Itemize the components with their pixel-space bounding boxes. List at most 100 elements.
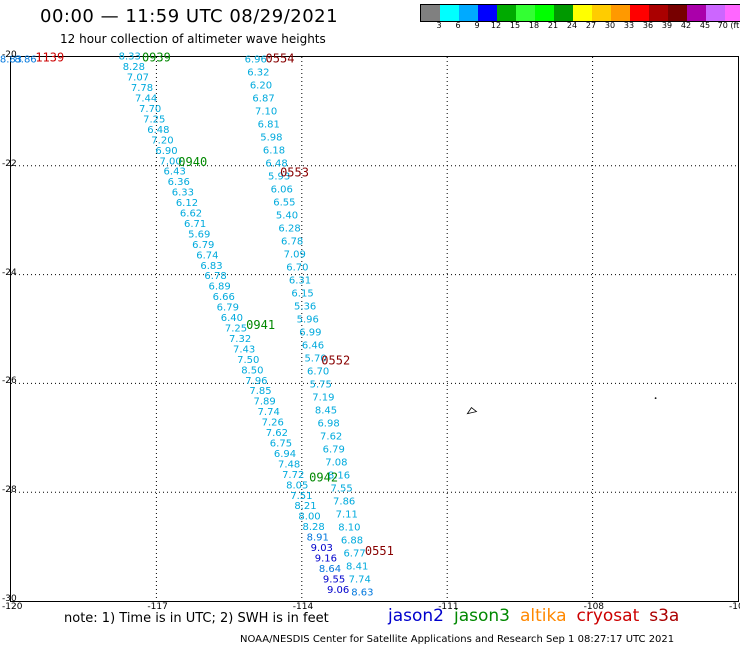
satellite-legend: jason2 jason3 altika cryosat s3a bbox=[388, 606, 689, 626]
y-tick-label: -28 bbox=[2, 485, 17, 496]
color-scale-label: 27 bbox=[585, 21, 597, 30]
swh-value: 6.18 bbox=[263, 145, 285, 156]
swh-value: 5.36 bbox=[294, 301, 316, 312]
swh-value: 5.40 bbox=[276, 210, 298, 221]
swh-value: 8.33 bbox=[119, 52, 141, 63]
y-tick-label: -20 bbox=[2, 50, 17, 60]
pass-time-label: 1139 bbox=[35, 50, 64, 64]
color-scale-label: 9 bbox=[474, 21, 480, 30]
swh-value: 6.78 bbox=[204, 271, 226, 282]
swh-value: 7.32 bbox=[229, 334, 251, 345]
swh-value: 7.72 bbox=[282, 470, 304, 481]
x-tick-label: -120 bbox=[2, 602, 23, 612]
color-swatch bbox=[516, 5, 535, 21]
swh-value: 7.74 bbox=[349, 575, 371, 586]
swh-value: 7.26 bbox=[262, 418, 284, 429]
swh-value: 7.70 bbox=[139, 104, 161, 115]
island-dot bbox=[654, 397, 657, 399]
swh-value: 7.10 bbox=[255, 106, 277, 117]
legend-jason2: jason2 bbox=[388, 606, 444, 626]
swh-value: 8.83 bbox=[0, 54, 22, 65]
y-tick-label: -30 bbox=[2, 594, 17, 604]
swh-value: 7.96 bbox=[245, 376, 267, 387]
swh-value: 8.21 bbox=[294, 501, 316, 512]
swh-value: 5.98 bbox=[260, 132, 282, 143]
swh-value: 6.36 bbox=[168, 177, 190, 188]
swh-value: 7.74 bbox=[258, 407, 280, 418]
pass-time-label: 0552 bbox=[321, 353, 350, 367]
swh-value: 9.03 bbox=[311, 543, 333, 554]
pass-time-label: 0942 bbox=[309, 470, 338, 484]
swh-value: 8.05 bbox=[286, 480, 308, 491]
pass-time-label: 0553 bbox=[280, 166, 309, 180]
swh-value: 6.55 bbox=[273, 197, 295, 208]
footer-credit: NOAA/NESDIS Center for Satellite Applica… bbox=[240, 634, 675, 645]
swh-value: 8.16 bbox=[328, 471, 350, 482]
swh-value: 7.85 bbox=[249, 386, 271, 397]
swh-value: 7.89 bbox=[253, 397, 275, 408]
swh-value: 6.98 bbox=[317, 419, 339, 430]
swh-value: 6.28 bbox=[278, 223, 300, 234]
color-swatch bbox=[459, 5, 478, 21]
color-swatch bbox=[668, 5, 687, 21]
swh-value: 6.99 bbox=[299, 328, 321, 339]
swh-value: 5.75 bbox=[310, 380, 332, 391]
color-scale-label: 15 bbox=[509, 21, 521, 30]
color-swatch bbox=[706, 5, 725, 21]
x-tick-label: -117 bbox=[147, 602, 168, 612]
swh-value: 9.55 bbox=[323, 574, 345, 585]
swh-value: 7.20 bbox=[151, 135, 173, 146]
color-scale-label: 6 bbox=[455, 21, 461, 30]
legend-altika: altika bbox=[520, 606, 567, 626]
swh-value: 6.48 bbox=[265, 158, 287, 169]
swh-value: 8.45 bbox=[315, 406, 337, 417]
pass-time-label: 0941 bbox=[246, 318, 275, 332]
swh-value: 6.89 bbox=[209, 282, 231, 293]
y-tick-label: -24 bbox=[2, 267, 17, 278]
swh-value: 6.78 bbox=[281, 236, 303, 247]
swh-value: 6.43 bbox=[164, 167, 186, 178]
footer-note: note: 1) Time is in UTC; 2) SWH is in fe… bbox=[64, 611, 329, 626]
color-scale-label: 39 bbox=[661, 21, 673, 30]
color-scale-label: 3 bbox=[436, 21, 442, 30]
swh-value: 6.81 bbox=[258, 119, 280, 130]
swh-value: 8.50 bbox=[241, 365, 263, 376]
color-scale-label: 30 bbox=[604, 21, 616, 30]
swh-value: 6.06 bbox=[271, 184, 293, 195]
swh-value: 5.93 bbox=[268, 171, 290, 182]
pass-time-label: 0940 bbox=[178, 155, 207, 169]
swh-value: 7.25 bbox=[225, 324, 247, 335]
swh-value: 5.69 bbox=[188, 229, 210, 240]
swh-value: 6.79 bbox=[217, 303, 239, 314]
swh-value: 9.16 bbox=[315, 553, 337, 564]
chart-title: 00:00 — 11:59 UTC 08/29/2021 bbox=[40, 6, 339, 27]
swh-value: 7.11 bbox=[336, 510, 358, 521]
swh-value: 7.44 bbox=[135, 94, 157, 105]
swh-value: 7.78 bbox=[131, 83, 153, 94]
swh-value: 5.96 bbox=[297, 314, 319, 325]
color-swatch bbox=[478, 5, 497, 21]
color-scale-bar bbox=[420, 4, 740, 22]
swh-value: 8.63 bbox=[351, 588, 373, 599]
swh-value: 7.62 bbox=[320, 432, 342, 443]
swh-value: 6.83 bbox=[200, 261, 222, 272]
swh-value: 6.79 bbox=[323, 445, 345, 456]
swh-value: 6.66 bbox=[213, 292, 235, 303]
swh-value: 6.15 bbox=[291, 288, 313, 299]
legend-jason3: jason3 bbox=[454, 606, 510, 626]
swh-value: 7.08 bbox=[325, 458, 347, 469]
chart-subtitle: 12 hour collection of altimeter wave hei… bbox=[60, 32, 326, 46]
swh-value: 7.07 bbox=[127, 73, 149, 84]
color-scale-labels: 3 6 9 12 15 18 21 24 27 30 33 36 39 42 45 70 (ft) bbox=[420, 21, 740, 33]
color-scale-label: 18 bbox=[528, 21, 540, 30]
swh-value: 6.75 bbox=[270, 438, 292, 449]
swh-value: 6.70 bbox=[286, 262, 308, 273]
color-swatch bbox=[421, 5, 440, 21]
swh-value: 6.96 bbox=[245, 54, 267, 65]
swh-value: 6.77 bbox=[343, 549, 365, 560]
color-swatch bbox=[573, 5, 592, 21]
swh-value: 7.25 bbox=[143, 114, 165, 125]
swh-value: 6.33 bbox=[172, 188, 194, 199]
color-swatch bbox=[630, 5, 649, 21]
swh-value: 8.64 bbox=[319, 564, 341, 575]
